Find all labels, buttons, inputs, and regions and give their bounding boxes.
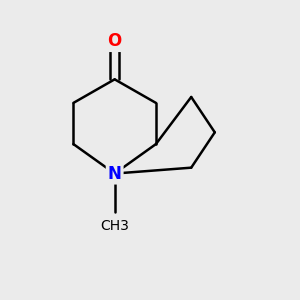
Text: O: O [107,32,122,50]
Text: N: N [108,165,122,183]
Text: CH3: CH3 [100,219,129,233]
